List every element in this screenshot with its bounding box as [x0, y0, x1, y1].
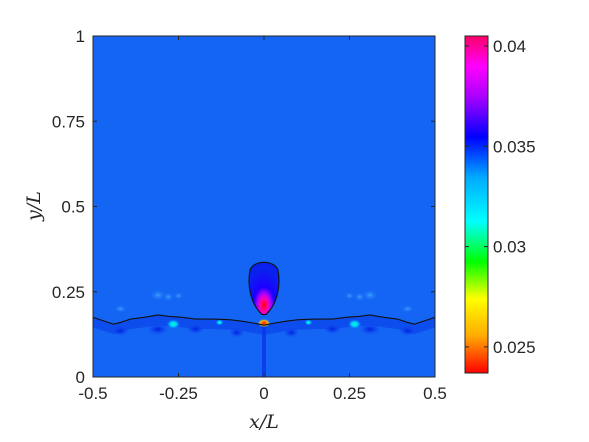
cyan-spot [215, 319, 224, 326]
y-tick-label: 1 [76, 27, 85, 46]
x-tick-label: -0.5 [78, 384, 107, 403]
colorbar-tick-label: 0.025 [493, 338, 536, 357]
dark-blob [399, 325, 416, 336]
interface-curve [93, 314, 435, 326]
cyan-spot [166, 319, 181, 330]
light-blob [344, 291, 355, 300]
cyan-spot [304, 319, 313, 326]
droplet [248, 261, 280, 316]
light-blob [149, 289, 166, 302]
light-blob [353, 291, 366, 302]
heatmap-field [93, 36, 435, 377]
light-blob [173, 291, 184, 300]
field-features [93, 261, 435, 377]
y-tick-label: 0.5 [61, 198, 85, 217]
light-blob [113, 304, 128, 313]
y-tick-label: 0.25 [52, 283, 85, 302]
jet-stem [262, 325, 266, 377]
light-blob [362, 289, 379, 302]
dark-blob [186, 324, 205, 335]
y-tick-label: 0.75 [52, 112, 85, 131]
colorbar-ticks: 0.025 0.03 0.035 0.04 [465, 37, 536, 357]
x-tick-label: 0 [259, 384, 268, 403]
colorbar [464, 35, 489, 374]
light-blob [162, 291, 175, 302]
x-tick-label: -0.25 [159, 384, 198, 403]
colorbar-tick-label: 0.03 [493, 238, 526, 257]
x-tick-label: 0.25 [333, 384, 366, 403]
colorbar-tick-label: 0.035 [493, 137, 536, 156]
y-axis-label: y/L [23, 191, 45, 222]
dark-blob [228, 327, 245, 338]
dark-blob [112, 325, 129, 336]
x-tick-label: 0.5 [423, 384, 447, 403]
cyan-spot [347, 319, 362, 330]
y-axis-ticks: 0 0.25 0.5 0.75 1 [52, 27, 435, 387]
dark-blob [283, 327, 300, 338]
y-tick-label: 0 [76, 368, 85, 387]
light-blob [400, 304, 415, 313]
dark-blob [323, 324, 342, 335]
colorbar-tick-label: 0.04 [493, 37, 526, 56]
dark-blob [146, 323, 169, 336]
x-axis-label: x/L [249, 411, 279, 433]
interface-shadow-band [93, 314, 435, 336]
x-axis-ticks: -0.5 -0.25 0 0.25 0.5 [78, 36, 447, 403]
neck-hotspot [258, 319, 270, 328]
dark-blob [359, 323, 382, 336]
